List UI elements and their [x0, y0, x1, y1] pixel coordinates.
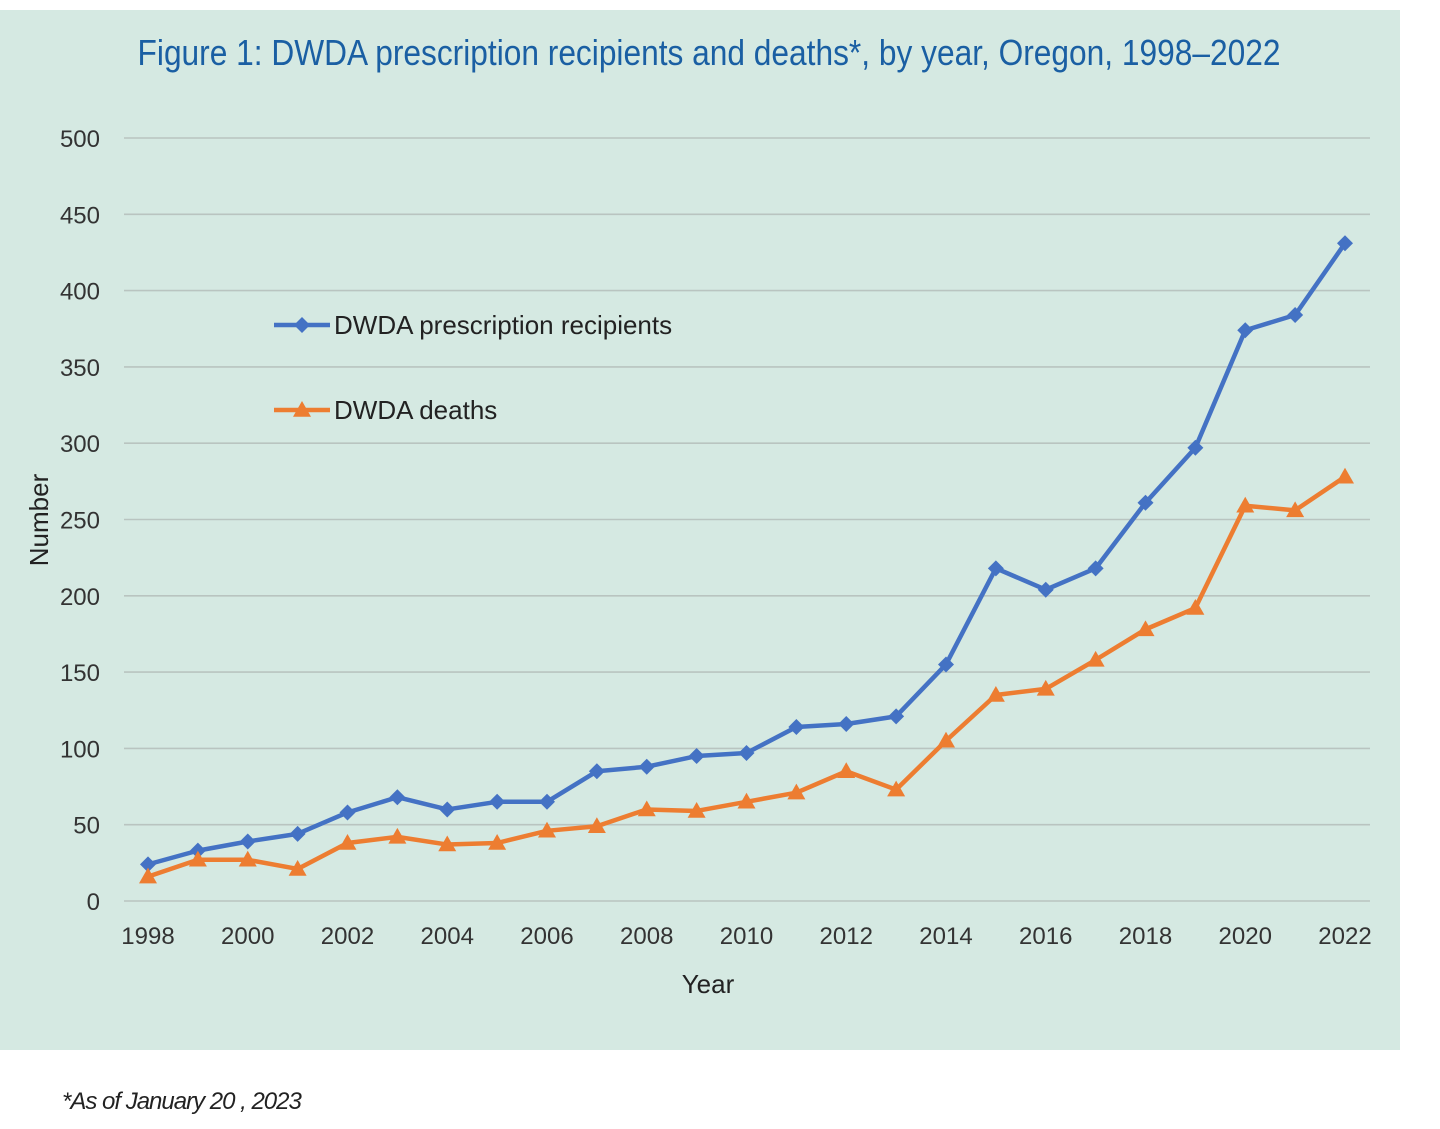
- data-point: [738, 744, 755, 761]
- data-point: [339, 804, 356, 821]
- data-point: [289, 825, 306, 842]
- legend: DWDA prescription recipients DWDA deaths: [274, 310, 672, 425]
- y-tick-label: 300: [60, 431, 100, 458]
- data-point: [938, 656, 954, 673]
- data-point: [438, 835, 457, 852]
- data-point: [638, 758, 655, 775]
- data-point: [140, 856, 156, 873]
- data-point: [1287, 307, 1304, 324]
- x-tick-label: 2002: [321, 923, 374, 950]
- data-point: [588, 763, 605, 780]
- data-point: [838, 715, 855, 732]
- y-tick-label: 50: [73, 813, 100, 840]
- x-tick-label: 2020: [1219, 923, 1272, 950]
- data-point: [488, 834, 507, 850]
- gridlines: [124, 137, 1370, 902]
- data-point: [837, 762, 856, 779]
- data-point: [1136, 620, 1155, 637]
- x-tick-label: 2022: [1318, 923, 1371, 950]
- data-point: [788, 719, 805, 736]
- data-point: [637, 800, 656, 817]
- series-line: [145, 474, 1348, 879]
- x-tick-label: 2006: [520, 923, 573, 950]
- legend-marker: [293, 401, 311, 417]
- y-tick-label: 400: [60, 279, 100, 306]
- y-tick-label: 450: [60, 202, 100, 229]
- x-tick-label: 2010: [720, 923, 773, 950]
- y-tick-label: 200: [60, 584, 100, 611]
- x-tick-label: 2000: [221, 923, 274, 950]
- series-prescription-recipients: [140, 235, 1353, 873]
- x-tick-label: 2008: [620, 923, 673, 950]
- data-point: [1037, 581, 1054, 598]
- data-point: [1286, 501, 1305, 518]
- y-tick-label: 250: [60, 508, 100, 535]
- legend-item: DWDA prescription recipients: [274, 310, 672, 340]
- y-axis-title: Number: [24, 473, 54, 566]
- data-point: [1237, 322, 1254, 339]
- x-axis-title: Year: [682, 969, 735, 999]
- y-tick-label: 500: [60, 126, 100, 153]
- data-point: [1137, 494, 1154, 511]
- data-point: [539, 793, 555, 810]
- data-point: [239, 833, 256, 850]
- legend-label: DWDA deaths: [334, 395, 497, 425]
- y-tick-label: 0: [87, 889, 100, 916]
- y-tick-label: 150: [60, 660, 100, 687]
- data-point: [737, 792, 756, 809]
- data-point: [389, 789, 406, 806]
- data-point: [439, 801, 456, 818]
- data-point: [1236, 496, 1255, 513]
- x-tick-label: 2014: [919, 923, 972, 950]
- data-point: [538, 821, 556, 838]
- x-tick-labels: 1998 2000 2002 2004 2006 2008 2010 2012 2014 2016…: [121, 923, 1371, 950]
- data-point: [888, 708, 905, 725]
- data-point: [687, 801, 706, 818]
- data-point: [688, 748, 705, 765]
- y-tick-label: 100: [60, 736, 100, 763]
- data-point: [937, 731, 955, 748]
- footnote: *As of January 20 , 2023: [62, 1088, 302, 1115]
- chart-title: Figure 1: DWDA prescription recipients a…: [137, 32, 1281, 73]
- data-point: [1337, 235, 1353, 252]
- data-point: [787, 783, 806, 800]
- data-point: [388, 827, 407, 844]
- y-tick-labels: 0 50 100 150 200 250 300 350 400 450 500: [60, 126, 100, 916]
- data-point: [986, 685, 1005, 702]
- data-point: [1036, 679, 1055, 696]
- data-point: [1086, 650, 1105, 667]
- data-point: [587, 817, 606, 833]
- data-point: [489, 793, 506, 810]
- x-tick-label: 2018: [1119, 923, 1172, 950]
- series-layer: [139, 235, 1354, 884]
- series-line: [145, 241, 1348, 867]
- x-tick-label: 2004: [421, 923, 474, 950]
- data-point: [1087, 560, 1104, 577]
- x-tick-label: 1998: [121, 923, 174, 950]
- data-point: [1186, 599, 1205, 615]
- data-point: [338, 834, 357, 850]
- x-tick-label: 2012: [820, 923, 873, 950]
- x-tick-label: 2016: [1019, 923, 1072, 950]
- legend-label: DWDA prescription recipients: [334, 310, 672, 340]
- data-point: [887, 780, 906, 797]
- series-deaths: [139, 467, 1354, 884]
- chart-panel: [0, 10, 1400, 1050]
- data-point: [987, 560, 1004, 577]
- data-point: [189, 842, 206, 859]
- data-point: [188, 850, 207, 867]
- data-point: [1336, 467, 1354, 484]
- data-point: [1187, 439, 1204, 456]
- y-tick-label: 350: [60, 355, 100, 382]
- data-point: [139, 867, 157, 884]
- data-point: [238, 850, 257, 867]
- data-point: [288, 859, 307, 876]
- legend-marker: [294, 317, 310, 333]
- legend-item: DWDA deaths: [274, 395, 497, 425]
